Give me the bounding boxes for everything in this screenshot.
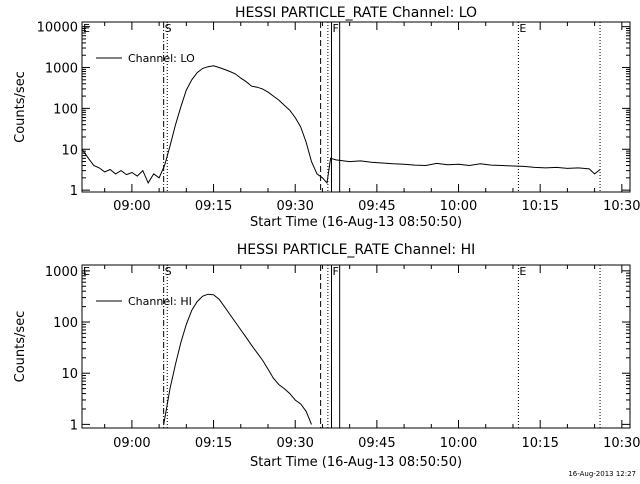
panel-hi: HESSI PARTICLE_RATE Channel: HI Start Ti…: [13, 242, 640, 470]
x-tick-label: 10:15: [521, 436, 558, 451]
y-tick-label: 100: [53, 102, 78, 117]
y-tick-label: 1000: [45, 265, 78, 280]
x-tick-label: 09:15: [195, 199, 232, 214]
event-marker-label: F: [333, 22, 339, 35]
y-axis-label: Counts/sec: [13, 311, 28, 383]
x-tick-label: 10:00: [440, 199, 477, 214]
x-axis-label: Start Time (16-Aug-13 08:50:50): [250, 215, 462, 230]
event-marker-label: E: [83, 22, 90, 35]
x-tick-label: 10:00: [440, 436, 477, 451]
event-marker-label: E: [519, 22, 526, 35]
legend-label: Channel: LO: [128, 52, 195, 65]
timestamp-label: 16-Aug-2013 12:27: [568, 470, 636, 478]
x-tick-label: 09:00: [113, 199, 150, 214]
series-line: [163, 293, 312, 425]
x-tick-label: 09:45: [358, 436, 395, 451]
y-tick-label: 100: [53, 316, 78, 331]
legend-label: Channel: HI: [128, 295, 192, 308]
y-tick-label: 10: [61, 143, 78, 158]
x-tick-label: 10:15: [521, 199, 558, 214]
y-tick-label: 10: [61, 367, 78, 382]
panel-lo: HESSI PARTICLE_RATE Channel: LO Start Ti…: [13, 5, 640, 230]
y-axis-label: Counts/sec: [13, 71, 28, 143]
x-tick-label: 09:30: [276, 436, 313, 451]
y-tick-label: 1: [70, 184, 78, 199]
plot-frame: [81, 264, 631, 429]
event-marker-label: F: [333, 265, 339, 278]
event-marker-label: E: [519, 265, 526, 278]
y-tick-label: 10000: [37, 21, 78, 36]
x-tick-label: 09:15: [195, 436, 232, 451]
y-tick-label: 1: [70, 418, 78, 433]
y-tick-label: 1000: [45, 62, 78, 77]
x-tick-label: 10:30: [603, 199, 640, 214]
x-tick-label: 09:45: [358, 199, 395, 214]
series-line: [81, 65, 601, 185]
event-marker-label: E: [83, 265, 90, 278]
x-axis-label: Start Time (16-Aug-13 08:50:50): [250, 455, 462, 470]
event-marker-label: S: [165, 22, 172, 35]
panel-title: HESSI PARTICLE_RATE Channel: HI: [237, 242, 475, 258]
x-tick-label: 10:30: [603, 436, 640, 451]
event-marker-label: S: [165, 265, 172, 278]
x-tick-label: 09:00: [113, 436, 150, 451]
panel-title: HESSI PARTICLE_RATE Channel: LO: [235, 5, 477, 21]
x-tick-label: 09:30: [276, 199, 313, 214]
